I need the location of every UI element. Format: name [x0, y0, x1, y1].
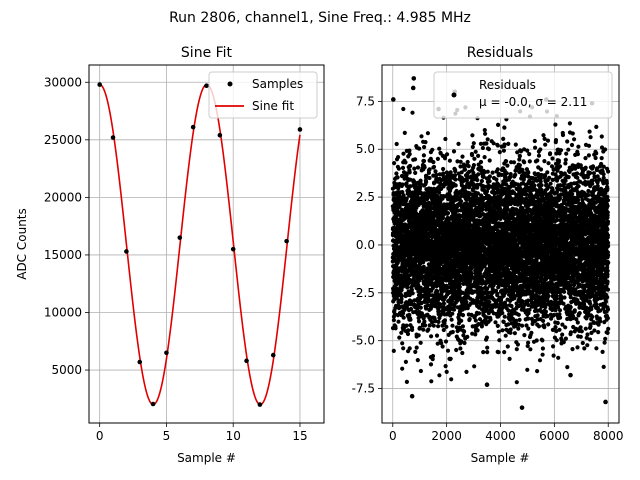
residual-outlier-point [568, 372, 573, 378]
y-tick-label: 7.5 [356, 94, 375, 108]
sine-fit-title: Sine Fit [181, 45, 233, 61]
residual-outlier-point [484, 382, 490, 388]
legend-samples-marker [227, 81, 233, 87]
x-tick-label: 2000 [431, 429, 462, 443]
sample-point [284, 238, 289, 244]
sine-fit-axes-frame [88, 64, 325, 424]
sine-fit-line [99, 83, 301, 406]
residual-outlier-point [603, 399, 608, 405]
y-tick-label: 5.0 [356, 142, 375, 156]
sine-fit-ylabel: ADC Counts [15, 208, 29, 280]
sample-point [110, 135, 116, 140]
legend-box [433, 71, 613, 119]
legend-fit-label: Sine fit [252, 99, 294, 113]
y-tick-label: 5000 [51, 363, 82, 377]
residuals-title: Residuals [467, 45, 533, 61]
sample-point [230, 246, 236, 252]
sample-point [204, 83, 209, 89]
sample-point [217, 132, 223, 138]
sine-fit-plot-area [97, 82, 303, 407]
y-tick-label: 25000 [44, 133, 82, 147]
y-tick-label: 2.5 [356, 190, 375, 204]
residuals-legend: Residuals μ = -0.0, σ = 2.11 [433, 71, 613, 119]
sample-point [150, 401, 156, 407]
sine-fit-legend: Samples Sine fit [208, 71, 318, 119]
sample-point [190, 124, 196, 130]
y-tick-label: 10000 [44, 305, 82, 319]
residuals-panel: Residuals Sample # 0 2000 4000 6000 8000 -7.5… [352, 45, 624, 465]
residual-points [390, 105, 611, 385]
sample-point [270, 352, 276, 358]
y-tick-label: 20000 [44, 190, 82, 204]
x-tick-label: 0 [389, 429, 397, 443]
residual-outlier-point [409, 393, 415, 399]
x-tick-label: 4000 [485, 429, 516, 443]
sample-point [244, 358, 249, 364]
residuals-xlabel: Sample # [471, 451, 530, 465]
residual-outlier-point [391, 97, 396, 102]
x-tick-label: 6000 [539, 429, 570, 443]
x-tick-label: 0 [96, 429, 104, 443]
y-tick-label: -2.5 [352, 286, 375, 300]
sample-point [124, 249, 129, 254]
x-tick-label: 10 [226, 429, 241, 443]
sine-fit-xlabel: Sample # [177, 451, 236, 465]
sample-point [164, 350, 169, 356]
sine-fit-ticks: 0 5 10 15 5000 10000 15000 20000 25000 30000 [44, 75, 308, 443]
residuals-axes-frame [381, 64, 620, 424]
y-tick-label: -5.0 [352, 334, 375, 348]
residual-outlier-point [411, 76, 417, 81]
y-tick-label: 30000 [44, 75, 82, 89]
y-tick-label: -7.5 [352, 382, 375, 396]
sample-point [257, 402, 263, 407]
legend-residuals-marker [451, 92, 457, 98]
sample-point [177, 235, 183, 240]
residual-outlier-point [410, 85, 416, 91]
sample-point [137, 359, 143, 365]
legend-residuals-stats: μ = -0.0, σ = 2.11 [479, 95, 587, 109]
legend-samples-label: Samples [252, 77, 303, 91]
sine-fit-panel: Sine Fit Sample # ADC Counts 0 5 10 15 5000 1… [15, 45, 325, 465]
x-tick-label: 5 [163, 429, 171, 443]
y-tick-label: 0.0 [356, 238, 375, 252]
y-tick-label: 15000 [44, 248, 82, 262]
residuals-ticks: 0 2000 4000 6000 8000 -7.5 -5.0 -2.5 0.0 2.5 5.0 7.… [352, 94, 624, 443]
x-tick-label: 8000 [593, 429, 624, 443]
sample-point [297, 127, 303, 132]
figure-title: Run 2806, channel1, Sine Freq.: 4.985 MH… [169, 10, 471, 26]
legend-residuals-label: Residuals [479, 78, 536, 92]
residual-outlier-point [519, 405, 525, 410]
sample-point [97, 82, 102, 87]
x-tick-label: 15 [292, 429, 307, 443]
